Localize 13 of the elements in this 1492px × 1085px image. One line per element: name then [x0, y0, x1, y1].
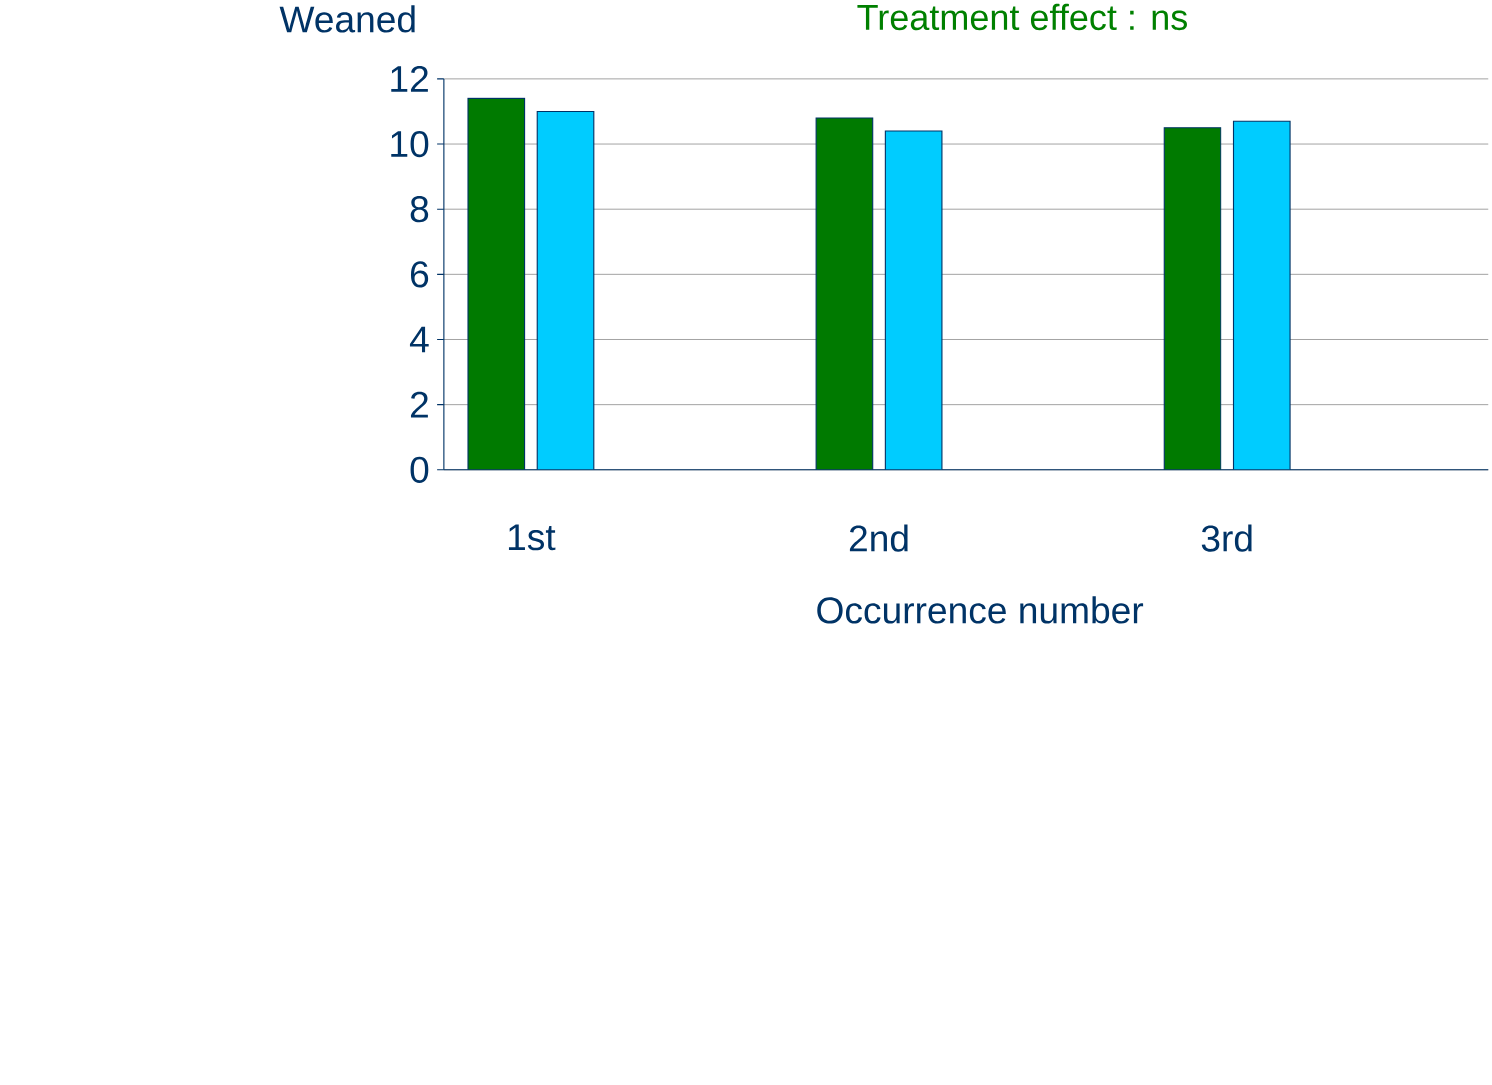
y-tick-label: 4	[409, 326, 429, 353]
y-tick-label: 8	[410, 195, 429, 223]
y-tick-label: 6	[410, 260, 429, 288]
x-tick-label: 1st	[508, 524, 556, 551]
x-axis-title: Occurrence number	[817, 596, 1144, 624]
y-tick-label: 0	[410, 456, 429, 483]
y-axis-title: Weaned	[279, 5, 415, 33]
chart-title: Treatment effect : ns	[857, 3, 1187, 30]
x-tick-label: 3rd	[1201, 524, 1252, 552]
y-tick-label: 10	[391, 130, 429, 157]
y-tick-label: 12	[391, 65, 428, 92]
x-tick-label: 2nd	[849, 524, 908, 552]
y-tick-label: 2	[410, 391, 428, 418]
